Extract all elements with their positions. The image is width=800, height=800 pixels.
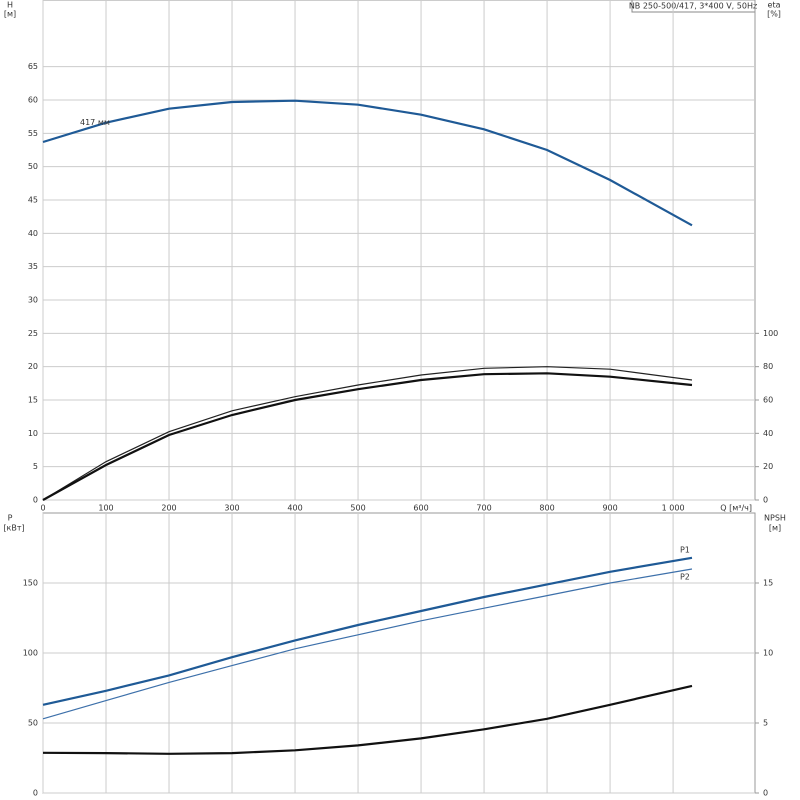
y-tick-label: 15 [28, 396, 38, 405]
y2-tick-label: 80 [763, 362, 773, 371]
y2-axis-label: NPSH [764, 514, 786, 523]
plot-area [42, 0, 756, 501]
y-tick-label: 150 [23, 579, 38, 588]
y-tick-label: 55 [28, 129, 38, 138]
y2-axis-label: eta [768, 1, 781, 10]
y-tick-label: 65 [28, 62, 38, 71]
series-label: P1 [680, 545, 690, 554]
y2-tick-label: 100 [763, 329, 778, 338]
series-line [42, 568, 693, 720]
y-tick-label: 20 [28, 362, 38, 371]
x-tick-label: 700 [476, 504, 491, 513]
y-axis-unit: [кВт] [3, 524, 24, 533]
x-tick-label: 800 [539, 504, 554, 513]
series-line [42, 684, 693, 755]
y-tick-label: 45 [28, 196, 38, 205]
y-tick-label: 50 [28, 162, 38, 171]
y2-tick-label: 15 [763, 579, 773, 588]
y-tick-label: 0 [33, 789, 38, 798]
y-tick-label: 25 [28, 329, 38, 338]
y2-tick-label: 5 [763, 719, 768, 728]
y-axis-unit: [м] [4, 10, 16, 19]
y2-axis-unit: [м] [769, 524, 781, 533]
x-axis-label: Q [м³/ч] [720, 504, 752, 513]
y-axis-label: P [8, 514, 13, 523]
y2-tick-label: 0 [763, 496, 768, 505]
y-tick-label: 30 [28, 296, 38, 305]
x-tick-label: 900 [602, 504, 617, 513]
y-axis-label: H [7, 1, 13, 10]
y-tick-label: 0 [33, 496, 38, 505]
y-tick-label: 100 [23, 649, 38, 658]
chart-title: NB 250-500/417, 3*400 V, 50Hz [629, 2, 757, 11]
y2-tick-label: 40 [763, 429, 773, 438]
y-tick-label: 10 [28, 429, 38, 438]
x-tick-label: 100 [98, 504, 113, 513]
y-tick-label: 50 [28, 719, 38, 728]
y-tick-label: 60 [28, 96, 38, 105]
y-tick-label: 40 [28, 229, 38, 238]
series-line [42, 372, 693, 501]
x-tick-label: 400 [287, 504, 302, 513]
y2-axis-unit: [%] [767, 10, 781, 19]
y-tick-label: 5 [33, 462, 38, 471]
y2-tick-label: 20 [763, 462, 773, 471]
series-label: 417 мм [80, 118, 110, 127]
series-line [42, 99, 693, 227]
x-tick-label: 0 [40, 504, 45, 513]
x-tick-label: 600 [413, 504, 428, 513]
x-tick-label: 1 000 [662, 504, 685, 513]
x-tick-label: 500 [350, 504, 365, 513]
series-label: P2 [680, 573, 690, 582]
y2-tick-label: 60 [763, 396, 773, 405]
x-tick-label: 200 [161, 504, 176, 513]
series-line [42, 366, 693, 501]
x-tick-label: 300 [224, 504, 239, 513]
series-line [42, 556, 693, 706]
y2-tick-label: 0 [763, 789, 768, 798]
y2-tick-label: 10 [763, 649, 773, 658]
y-tick-label: 35 [28, 262, 38, 271]
